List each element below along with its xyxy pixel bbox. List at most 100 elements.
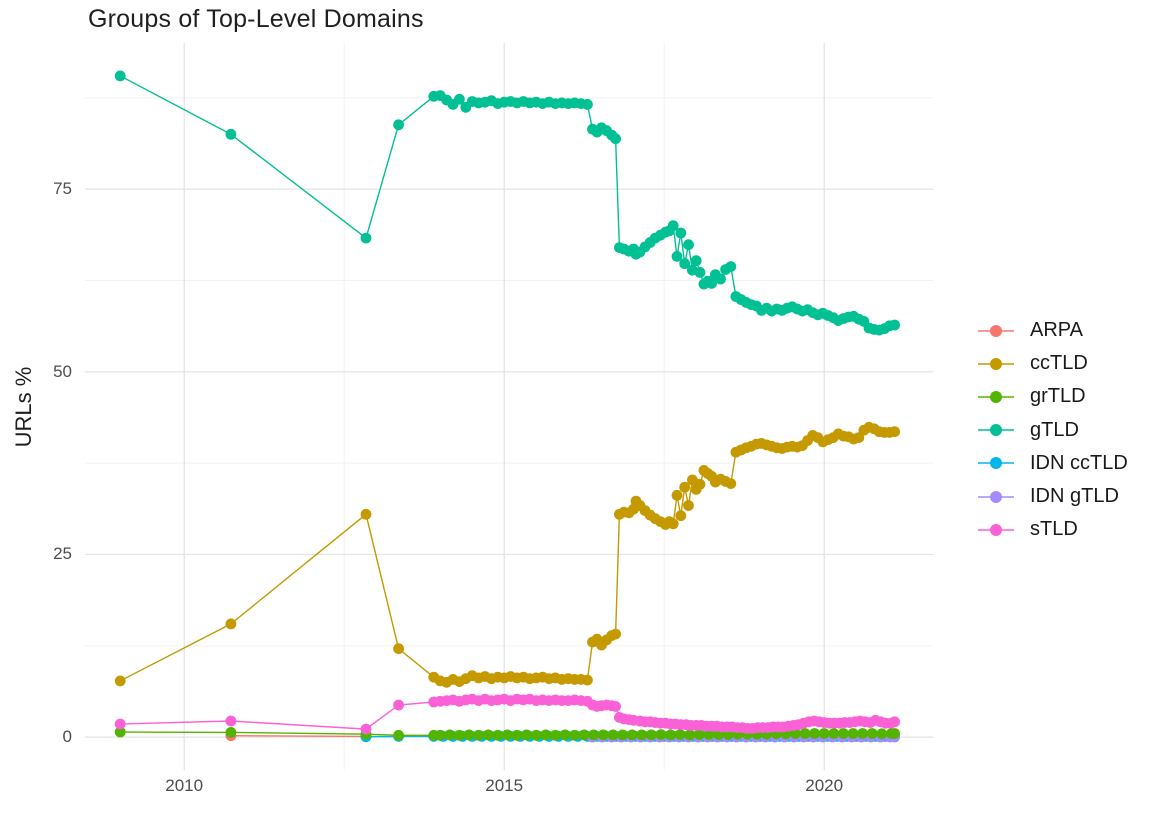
legend-label: ARPA xyxy=(1030,319,1083,342)
data-point xyxy=(530,729,542,741)
legend-item-grtld: grTLD xyxy=(976,380,1128,413)
legend-item-arpa: ARPA xyxy=(976,314,1128,347)
data-point xyxy=(588,729,600,741)
legend-key-dot xyxy=(990,424,1002,437)
data-point xyxy=(694,729,705,740)
data-point xyxy=(360,508,372,520)
data-point xyxy=(690,255,702,267)
data-point xyxy=(393,699,404,711)
data-point xyxy=(225,618,237,630)
data-point xyxy=(675,227,687,239)
legend-label: ccTLD xyxy=(1030,352,1088,375)
data-point xyxy=(114,718,126,730)
data-point xyxy=(492,729,504,741)
data-point xyxy=(114,726,126,738)
series-gtld xyxy=(114,70,900,336)
data-point xyxy=(694,267,706,278)
y-tick-label: 50 xyxy=(53,361,72,381)
legend-key-icon xyxy=(976,456,1016,470)
data-point xyxy=(683,500,694,511)
data-point xyxy=(667,220,679,232)
data-point xyxy=(114,70,126,82)
data-point xyxy=(889,728,900,739)
legend-key-dot xyxy=(990,390,1002,403)
data-point xyxy=(675,510,687,522)
data-point xyxy=(521,729,532,741)
data-point xyxy=(617,729,628,741)
data-point xyxy=(393,643,404,655)
legend-key-dot xyxy=(990,324,1002,337)
legend-item-stld: sTLD xyxy=(976,513,1128,546)
chart-title: Groups of Top-Level Domains xyxy=(88,5,424,33)
data-point xyxy=(828,728,840,739)
data-point xyxy=(225,727,237,738)
legend-key-icon xyxy=(976,423,1016,437)
series-line xyxy=(119,75,895,331)
data-point xyxy=(454,93,465,105)
data-point xyxy=(665,729,676,741)
data-point xyxy=(360,723,372,735)
x-tick-label: 2020 xyxy=(805,776,844,795)
data-point xyxy=(876,728,888,740)
legend-key-icon xyxy=(976,357,1016,371)
data-point xyxy=(225,715,237,727)
series-cctld xyxy=(114,421,900,688)
data-point xyxy=(511,729,523,741)
data-point xyxy=(393,119,404,131)
data-point xyxy=(703,729,715,740)
data-point xyxy=(626,729,638,741)
data-point xyxy=(559,729,571,741)
data-point xyxy=(502,729,513,741)
data-point xyxy=(725,261,737,272)
legend-key-dot xyxy=(990,490,1002,503)
data-point xyxy=(671,251,683,262)
data-point xyxy=(225,128,237,140)
data-point xyxy=(578,729,590,741)
data-point xyxy=(715,273,726,285)
data-point xyxy=(646,729,657,741)
data-point xyxy=(482,729,494,741)
data-point xyxy=(434,729,446,741)
data-point xyxy=(463,729,475,741)
data-point xyxy=(360,232,372,244)
y-tick-label: 75 xyxy=(53,179,72,199)
data-point xyxy=(610,628,621,640)
legend-label: sTLD xyxy=(1030,518,1078,541)
data-point xyxy=(857,728,868,739)
data-point xyxy=(679,481,691,493)
data-point xyxy=(610,701,621,712)
data-point xyxy=(444,729,456,741)
legend-key-dot xyxy=(990,523,1002,536)
legend-key-icon xyxy=(976,324,1016,338)
data-point xyxy=(809,728,820,739)
data-point xyxy=(818,728,830,739)
legend-item-idn-gtld: IDN gTLD xyxy=(976,480,1128,513)
data-point xyxy=(569,729,580,741)
x-tick-label: 2010 xyxy=(165,776,204,795)
data-point xyxy=(706,278,717,289)
series-line xyxy=(230,735,367,738)
data-point xyxy=(582,674,593,686)
legend-item-idn-cctld: IDN ccTLD xyxy=(976,447,1128,480)
data-point xyxy=(114,675,126,687)
data-point xyxy=(889,426,900,438)
data-point xyxy=(473,729,484,741)
data-point xyxy=(454,729,465,741)
legend: ARPA ccTLD grTLD gTLD IDN ccTLD IDN gTLD sTLD xyxy=(976,314,1128,546)
data-point xyxy=(550,729,561,741)
legend-key-icon xyxy=(976,490,1016,504)
data-point xyxy=(674,729,686,740)
legend-key-icon xyxy=(976,390,1016,404)
data-point xyxy=(725,478,737,489)
legend-label: IDN gTLD xyxy=(1030,485,1119,508)
data-point xyxy=(655,729,667,740)
data-point xyxy=(683,239,694,251)
legend-item-gtld: gTLD xyxy=(976,414,1128,447)
legend-key-dot xyxy=(990,457,1002,470)
data-point xyxy=(838,728,849,739)
data-point xyxy=(667,518,679,530)
data-point xyxy=(889,716,900,728)
data-point xyxy=(607,729,619,741)
